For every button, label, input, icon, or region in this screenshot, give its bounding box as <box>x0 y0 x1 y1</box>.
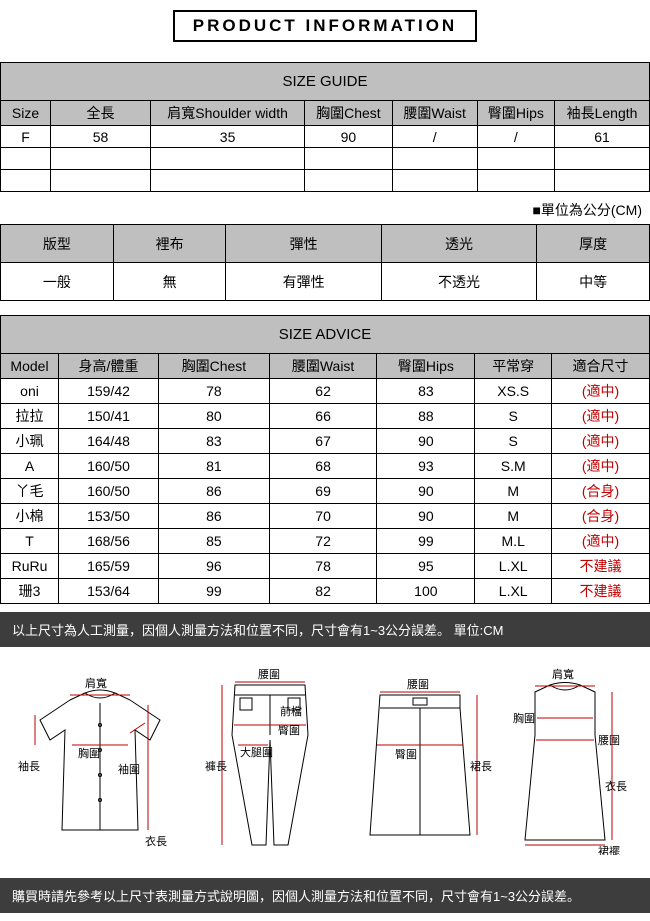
svg-text:腰圍: 腰圍 <box>598 734 620 747</box>
diagram-svg: 肩寬 胸圍 袖長 袖圍 衣長 腰圍 前檔 臀圍 大腿圍 褲長 腰圍 臀圍 <box>10 665 640 855</box>
fb-v2: 有彈性 <box>226 263 381 301</box>
ad-h5: 平常穿 <box>475 354 552 379</box>
measurement-diagram: 肩寬 胸圍 袖長 袖圍 衣長 腰圍 前檔 臀圍 大腿圍 褲長 腰圍 臀圍 <box>0 655 650 870</box>
unit-note: ■單位為公分(CM) <box>0 196 650 224</box>
advice-heading: SIZE ADVICE <box>1 316 650 354</box>
sg-row: F 58 35 90 / / 61 <box>1 126 650 148</box>
sg-h3: 胸圍Chest <box>305 101 393 126</box>
svg-text:腰圍: 腰圍 <box>258 668 280 681</box>
sg-h2: 肩寬Shoulder width <box>151 101 305 126</box>
svg-text:胸圍: 胸圍 <box>513 711 535 725</box>
advice-row: 小棉153/50867090M(合身) <box>1 504 650 529</box>
sg-h6: 袖長Length <box>555 101 650 126</box>
sg-h5: 臀圍Hips <box>477 101 554 126</box>
svg-text:臀圍: 臀圍 <box>395 748 417 761</box>
advice-row: 拉拉150/41806688S(適中) <box>1 404 650 429</box>
fb-h4: 厚度 <box>537 225 650 263</box>
advice-row: T168/56857299M.L(適中) <box>1 529 650 554</box>
ad-h0: Model <box>1 354 59 379</box>
svg-text:裙長: 裙長 <box>470 760 492 773</box>
fb-h3: 透光 <box>381 225 536 263</box>
ad-h3: 腰圍Waist <box>269 354 377 379</box>
size-advice-table: SIZE ADVICE Model 身高/體重 胸圍Chest 腰圍Waist … <box>0 315 650 604</box>
svg-text:肩寬: 肩寬 <box>552 667 574 681</box>
ad-h6: 適合尺寸 <box>552 354 650 379</box>
fb-h0: 版型 <box>1 225 114 263</box>
fb-v4: 中等 <box>537 263 650 301</box>
svg-text:大腿圍: 大腿圍 <box>240 745 273 759</box>
sg-empty-row <box>1 148 650 170</box>
svg-text:褲長: 褲長 <box>205 759 227 773</box>
sg-h0: Size <box>1 101 51 126</box>
title-banner: PRODUCT INFORMATION <box>0 10 650 42</box>
ad-h1: 身高/體重 <box>59 354 159 379</box>
sg-h4: 腰圍Waist <box>392 101 477 126</box>
svg-text:袖圍: 袖圍 <box>118 762 140 776</box>
sg-h1: 全長 <box>51 101 151 126</box>
measurement-note-2: 購買時請先參考以上尺寸表測量方式說明圖，因個人測量方法和位置不同，尺寸會有1~3… <box>0 878 650 913</box>
fb-h1: 裡布 <box>113 225 226 263</box>
fb-v3: 不透光 <box>381 263 536 301</box>
fb-h2: 彈性 <box>226 225 381 263</box>
fabric-table: 版型 裡布 彈性 透光 厚度 一般 無 有彈性 不透光 中等 <box>0 224 650 301</box>
svg-text:肩寬: 肩寬 <box>85 676 107 690</box>
sg-empty-row <box>1 170 650 192</box>
size-guide-heading: SIZE GUIDE <box>1 63 650 101</box>
advice-row: 珊3153/649982100L.XL不建議 <box>1 579 650 604</box>
ad-h2: 胸圍Chest <box>159 354 270 379</box>
advice-row: A160/50816893S.M(適中) <box>1 454 650 479</box>
advice-row: 小珮164/48836790S(適中) <box>1 429 650 454</box>
size-guide-table: SIZE GUIDE Size 全長 肩寬Shoulder width 胸圍Ch… <box>0 62 650 192</box>
svg-text:前檔: 前檔 <box>280 704 302 718</box>
svg-text:臀圍: 臀圍 <box>278 724 300 737</box>
svg-text:衣長: 衣長 <box>145 834 167 848</box>
svg-text:衣長: 衣長 <box>605 779 627 793</box>
advice-row: 丫毛160/50866990M(合身) <box>1 479 650 504</box>
svg-text:袖長: 袖長 <box>18 759 40 773</box>
svg-text:胸圍: 胸圍 <box>78 746 100 760</box>
page-title: PRODUCT INFORMATION <box>173 10 477 42</box>
svg-text:裙襬: 裙襬 <box>598 845 620 855</box>
fb-v1: 無 <box>113 263 226 301</box>
measurement-note-1: 以上尺寸為人工測量，因個人測量方法和位置不同，尺寸會有1~3公分誤差。 單位:C… <box>0 612 650 647</box>
advice-row: RuRu165/59967895L.XL不建議 <box>1 554 650 579</box>
advice-row: oni159/42786283XS.S(適中) <box>1 379 650 404</box>
fb-v0: 一般 <box>1 263 114 301</box>
ad-h4: 臀圍Hips <box>377 354 475 379</box>
svg-text:腰圍: 腰圍 <box>407 678 429 691</box>
